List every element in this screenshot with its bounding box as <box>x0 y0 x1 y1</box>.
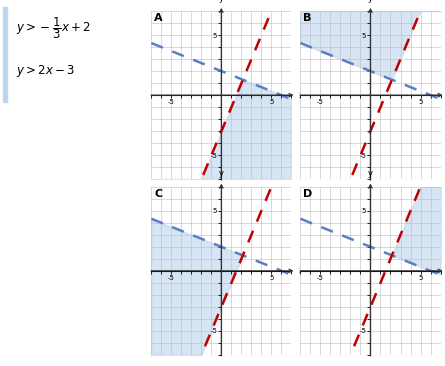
Text: B: B <box>303 14 312 23</box>
Text: $y > -\dfrac{1}{3}x + 2$: $y > -\dfrac{1}{3}x + 2$ <box>16 15 91 41</box>
Bar <box>3 7 7 102</box>
Text: $y > 2x - 3$: $y > 2x - 3$ <box>16 63 75 79</box>
Text: x: x <box>299 91 303 100</box>
Text: A: A <box>154 14 163 23</box>
Text: x: x <box>299 266 303 275</box>
Text: C: C <box>154 189 162 199</box>
Text: y: y <box>368 169 373 178</box>
Text: y: y <box>219 0 224 3</box>
Text: y: y <box>219 169 224 178</box>
Text: D: D <box>303 189 313 199</box>
Text: y: y <box>368 0 373 3</box>
